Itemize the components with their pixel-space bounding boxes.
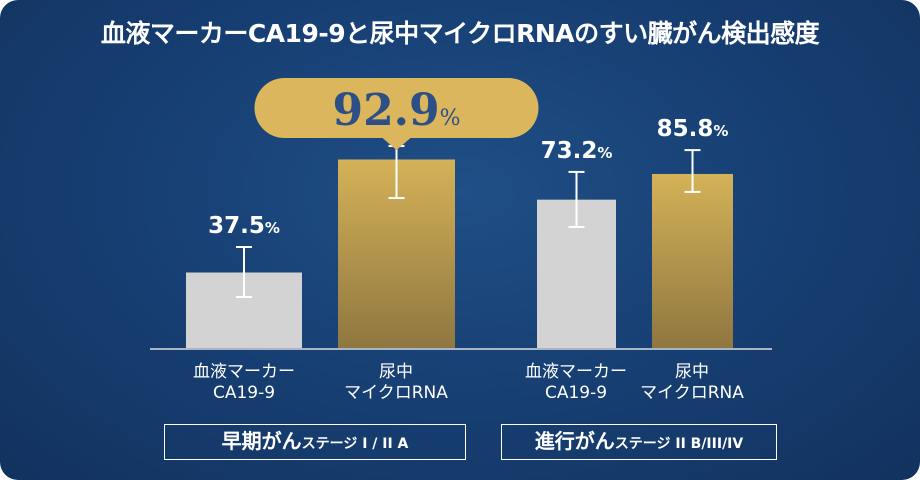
data-label: 92.9% (332, 85, 460, 136)
x-label: 尿中 マイクロRNA (612, 362, 772, 404)
x-label: 尿中 マイクロRNA (316, 362, 476, 404)
group-label-early: 早期がんステージ I / II A (164, 424, 466, 460)
chart-title: 血液マーカーCA19-9と尿中マイクロRNAのすい臓がん検出感度 (100, 19, 820, 48)
callout-bubble (254, 78, 539, 150)
group-label-main: 早期がん (221, 429, 302, 453)
x-label: 血液マーカー CA19-9 (496, 362, 656, 404)
x-label-line1: 血液マーカー (525, 362, 627, 382)
data-label: 73.2% (541, 138, 613, 164)
x-label-line1: 尿中 (675, 362, 709, 382)
x-label-line2: マイクロRNA (344, 383, 448, 403)
group-label-main: 進行がん (534, 429, 615, 453)
x-label-line1: 尿中 (379, 362, 413, 382)
data-label: 37.5% (208, 213, 280, 239)
data-label: 85.8% (657, 116, 729, 142)
x-label-line2: CA19-9 (544, 383, 608, 403)
x-label-line1: 血液マーカー (193, 362, 295, 382)
x-label-line2: マイクロRNA (640, 383, 744, 403)
x-label-line2: CA19-9 (212, 383, 276, 403)
x-label: 血液マーカー CA19-9 (164, 362, 324, 404)
bar (652, 173, 733, 349)
group-label-sub: ステージ II B/III/IV (614, 436, 744, 452)
group-label-advanced: 進行がんステージ II B/III/IV (501, 424, 777, 460)
group-label-sub: ステージ I / II A (301, 436, 409, 452)
